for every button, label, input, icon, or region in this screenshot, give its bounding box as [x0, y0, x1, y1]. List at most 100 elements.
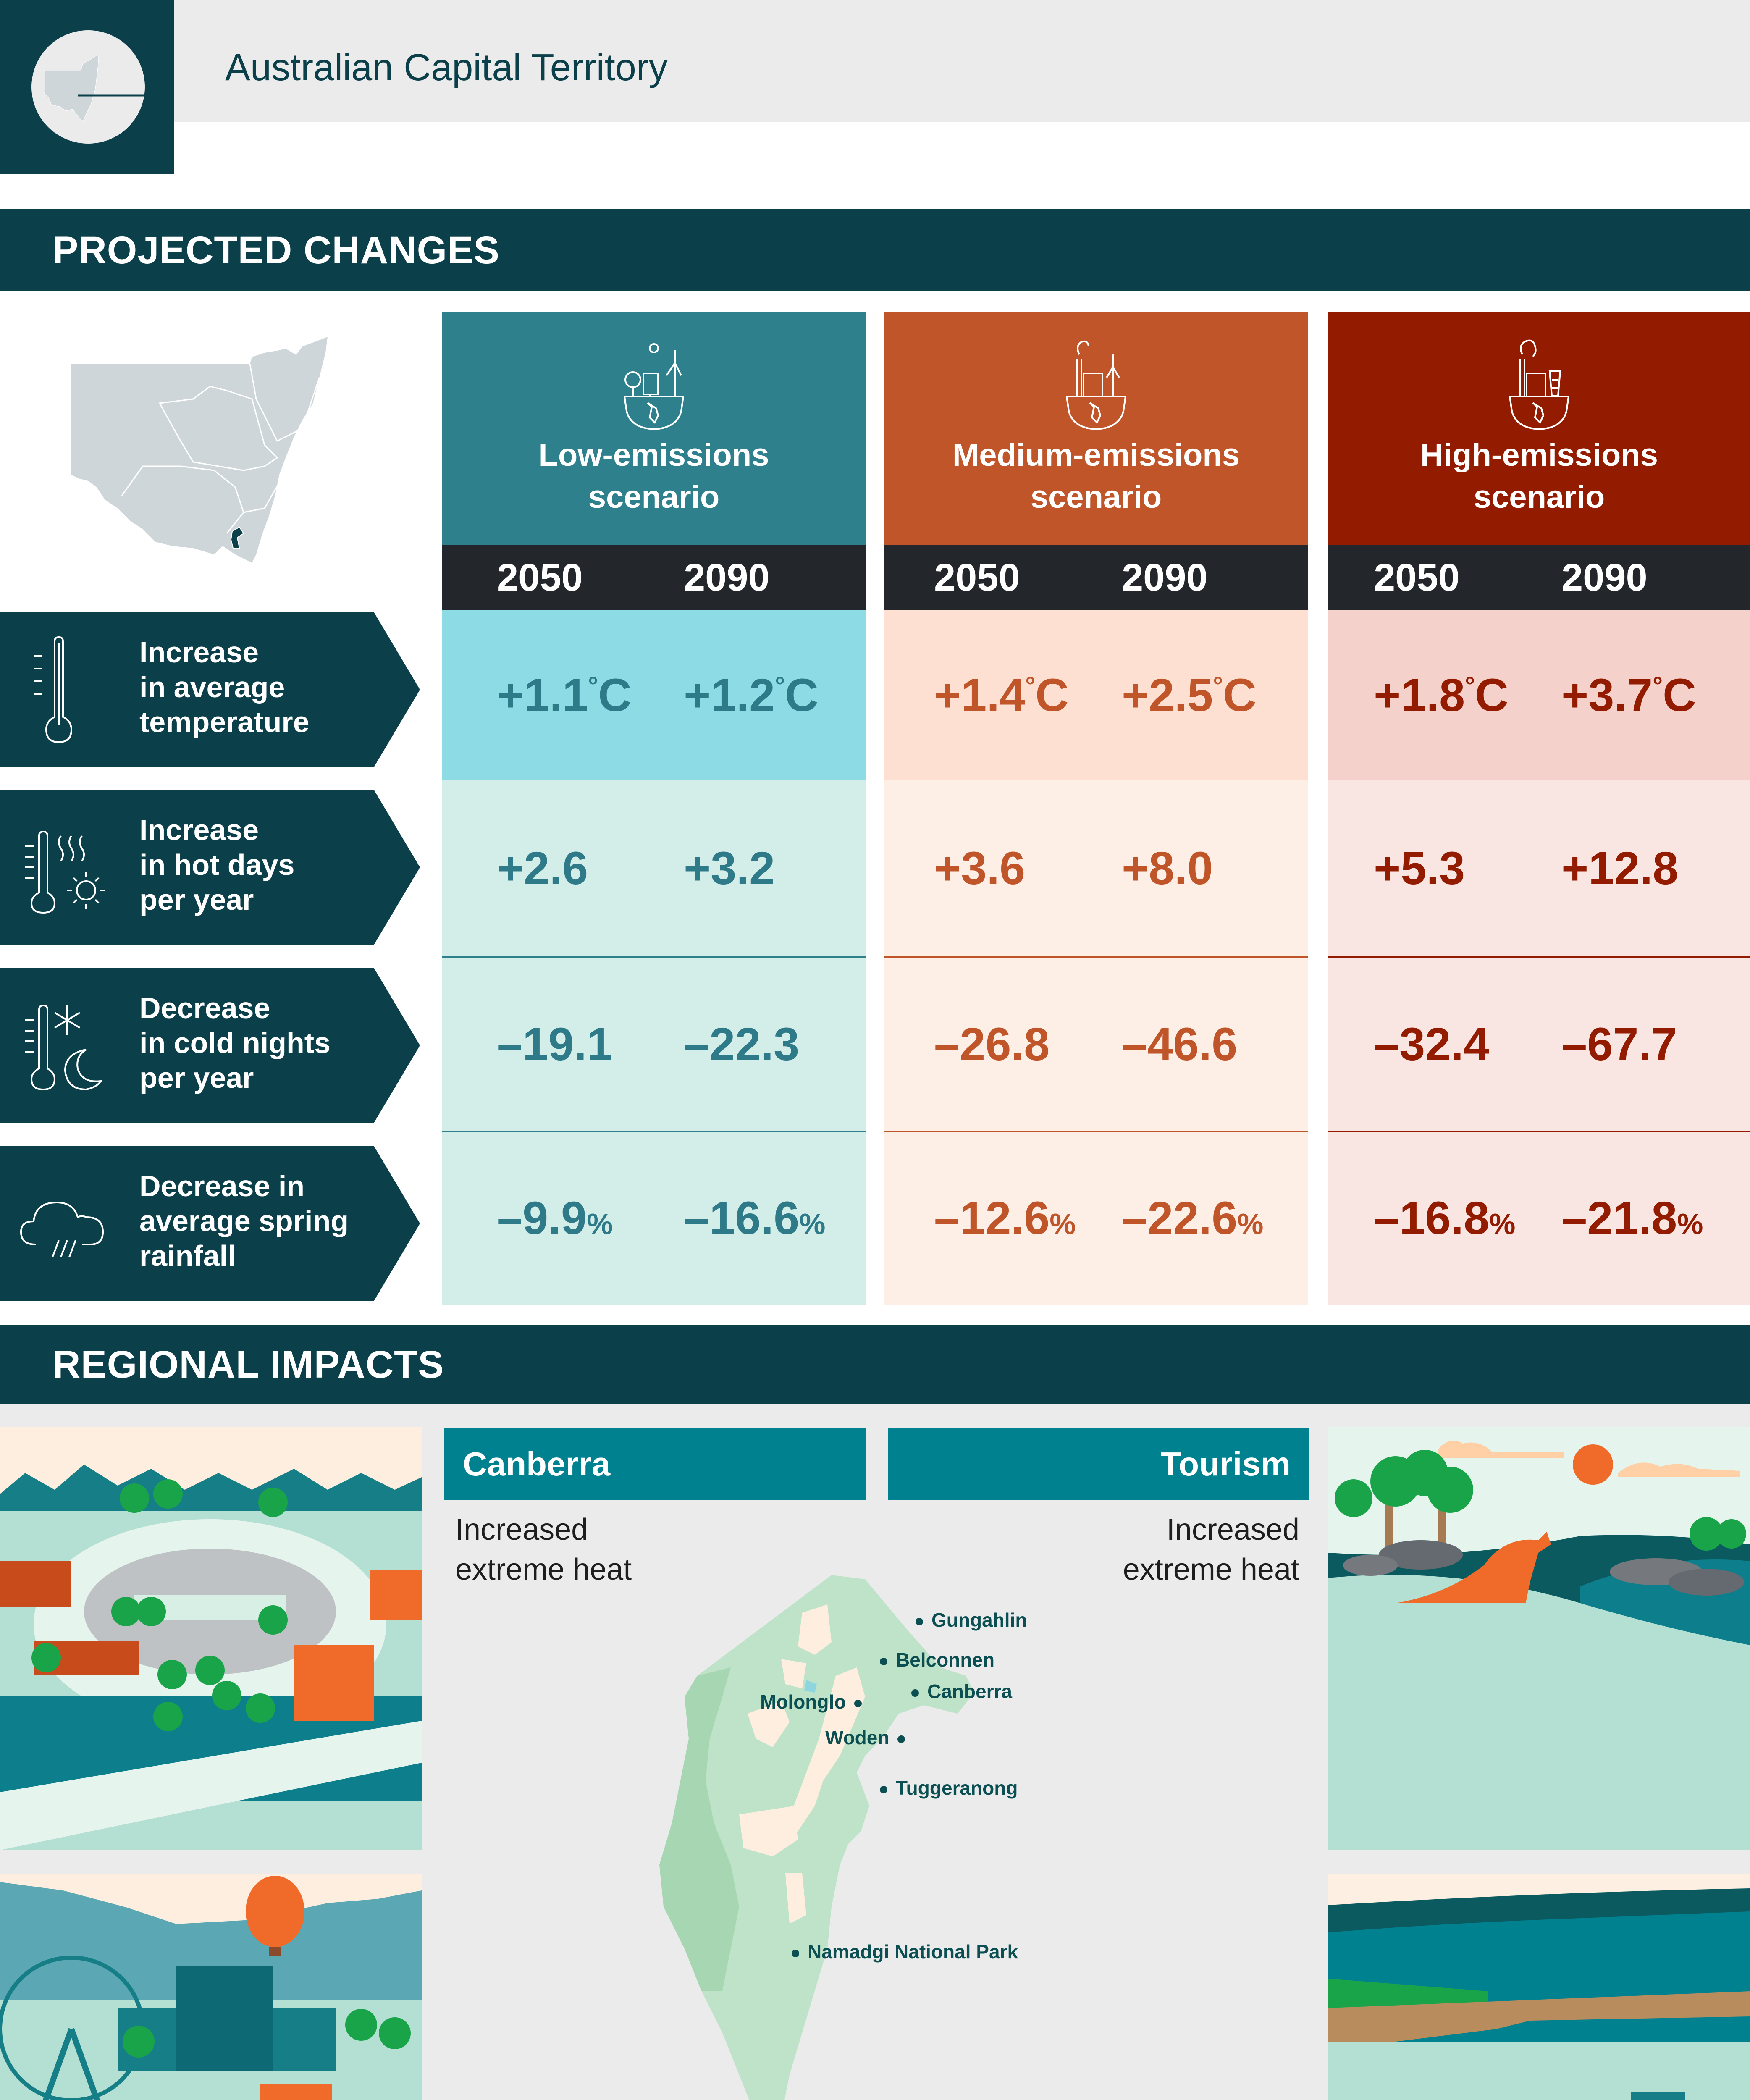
value-2050: –19.1 — [497, 1018, 613, 1070]
impact-line: Increased — [1166, 1513, 1299, 1546]
value-2050: +5.3 — [1374, 842, 1465, 894]
value-2050: –26.8 — [934, 1018, 1050, 1070]
high-year-header: 2050 2090 — [1328, 545, 1750, 610]
high-emissions-scenario-header: High-emissions scenario — [1328, 312, 1750, 545]
cell-low-temperature: +1.1°C +1.2°C — [442, 610, 866, 780]
scenario-label: High-emissions — [1420, 437, 1658, 473]
percent-unit: % — [1237, 1208, 1264, 1240]
factory-globe-icon — [1509, 339, 1570, 430]
value-2090: –22.3 — [684, 1018, 800, 1070]
nsw-region-map — [67, 336, 361, 571]
year-2050: 2050 — [1374, 556, 1460, 599]
value-2050: +1.4 — [934, 669, 1026, 721]
value-2090: +3.7 — [1561, 669, 1653, 721]
scenario-label-sub: scenario — [588, 479, 720, 515]
row-label-line: per year — [139, 1061, 254, 1094]
map-place-canberra: Canberra — [911, 1680, 1012, 1703]
scenario-label-sub: scenario — [1030, 479, 1162, 515]
value-2090: +8.0 — [1122, 842, 1213, 894]
row-label-line: in hot days — [139, 848, 295, 881]
impact-line: Increased — [455, 1513, 588, 1546]
cell-low-hot-days: +2.6 +3.2 — [442, 780, 866, 958]
scenario-label-sub: scenario — [1473, 479, 1605, 515]
cell-medium-temperature: +1.4°C +2.5°C — [884, 610, 1308, 780]
impact-text-tourism: Increased extreme heat — [878, 1510, 1299, 1590]
regional-impacts-heading: REGIONAL IMPACTS — [0, 1325, 1750, 1404]
cell-high-rainfall: –16.8% –21.8% — [1328, 1132, 1750, 1305]
value-2090: +2.5 — [1122, 669, 1213, 721]
row-label-line: per year — [139, 883, 254, 916]
scenario-label: Low-emissions — [538, 437, 769, 473]
cell-medium-rainfall: –12.6% –22.6% — [884, 1132, 1308, 1305]
value-2050: +2.6 — [497, 842, 588, 894]
value-2050: –12.6 — [934, 1192, 1050, 1244]
value-2050: +1.1 — [497, 669, 588, 721]
impact-line: extreme heat — [455, 1553, 632, 1586]
impact-tag-label: Canberra — [463, 1445, 611, 1483]
projected-changes-heading: PROJECTED CHANGES — [0, 209, 1750, 291]
row-label-spring-rainfall: Decrease in average spring rainfall — [0, 1146, 420, 1301]
map-place-gungahlin: Gungahlin — [916, 1609, 1027, 1631]
percent-unit: % — [799, 1208, 826, 1240]
low-emissions-scenario-header: Low-emissions scenario — [442, 312, 866, 545]
row-label-cold-nights: Decrease in cold nights per year — [0, 968, 420, 1123]
value-2090: +3.2 — [684, 842, 775, 894]
header-band — [0, 0, 1750, 122]
urban-park-illustration — [0, 1874, 422, 2100]
factory-windmill-globe-icon — [1065, 340, 1127, 430]
value-2090: –22.6 — [1122, 1192, 1238, 1244]
map-place-woden: Woden — [825, 1726, 905, 1749]
value-2090: +12.8 — [1561, 842, 1679, 894]
row-label-temperature: Increase in average temperature — [0, 612, 420, 767]
reservoir-dam-illustration — [1328, 1874, 1750, 2100]
medium-emissions-scenario-header: Medium-emissions scenario — [884, 312, 1308, 545]
year-2090: 2090 — [1561, 556, 1648, 599]
row-label-line: in cold nights — [139, 1026, 331, 1059]
map-place-belconnen: Belconnen — [880, 1648, 994, 1671]
value-2090: –46.6 — [1122, 1018, 1238, 1070]
row-label-line: Increase — [139, 814, 259, 846]
row-label-line: average spring — [139, 1205, 349, 1237]
cell-medium-cold-nights: –26.8 –46.6 — [884, 958, 1308, 1132]
thermometer-snow-moon-icon — [25, 1004, 103, 1091]
cell-high-hot-days: +5.3 +12.8 — [1328, 780, 1750, 958]
cell-low-rainfall: –9.9% –16.6% — [442, 1132, 866, 1305]
map-place-molonglo: Molonglo — [760, 1690, 862, 1713]
impact-tag-canberra: Canberra — [444, 1428, 866, 1500]
row-label-line: Decrease — [139, 992, 270, 1024]
row-label-line: rainfall — [139, 1239, 236, 1272]
canberra-parliament-illustration — [0, 1427, 422, 1850]
cell-medium-hot-days: +3.6 +8.0 — [884, 780, 1308, 958]
value-2090: –21.8 — [1561, 1192, 1677, 1244]
renewables-globe-icon — [623, 343, 685, 430]
value-2090: +1.2 — [684, 669, 775, 721]
year-2050: 2050 — [497, 556, 583, 599]
low-year-header: 2050 2090 — [442, 545, 866, 610]
nsw-map-locator-icon — [31, 30, 145, 144]
year-2090: 2090 — [684, 556, 770, 599]
percent-unit: % — [1049, 1208, 1076, 1240]
value-2050: +1.8 — [1374, 669, 1465, 721]
act-region-map: Gungahlin Belconnen Canberra Molonglo Wo… — [647, 1571, 1126, 2100]
value-2090: –67.7 — [1561, 1018, 1677, 1070]
rain-cloud-icon — [20, 1201, 104, 1257]
percent-unit: % — [1677, 1208, 1703, 1240]
value-2050: –32.4 — [1374, 1018, 1490, 1070]
medium-year-header: 2050 2090 — [884, 545, 1308, 610]
value-2050: –16.8 — [1374, 1192, 1490, 1244]
kangaroo-landscape-illustration — [1328, 1427, 1750, 1850]
row-label-line: Increase — [139, 636, 259, 669]
value-2050: +3.6 — [934, 842, 1026, 894]
impact-tag-tourism: Tourism — [888, 1428, 1309, 1500]
row-label-hot-days: Increase in hot days per year — [0, 790, 420, 945]
map-place-namadgi: Namadgi National Park — [792, 1940, 1018, 1963]
cell-high-temperature: +1.8°C +3.7°C — [1328, 610, 1750, 780]
thermometer-sun-icon — [25, 830, 105, 914]
percent-unit: % — [1489, 1208, 1516, 1240]
value-2090: –16.6 — [684, 1192, 800, 1244]
row-label-line: in average — [139, 671, 285, 704]
map-place-tuggeranong: Tuggeranong — [880, 1777, 1018, 1799]
cell-low-cold-nights: –19.1 –22.3 — [442, 958, 866, 1132]
thermometer-icon — [34, 636, 73, 743]
year-2050: 2050 — [934, 556, 1020, 599]
